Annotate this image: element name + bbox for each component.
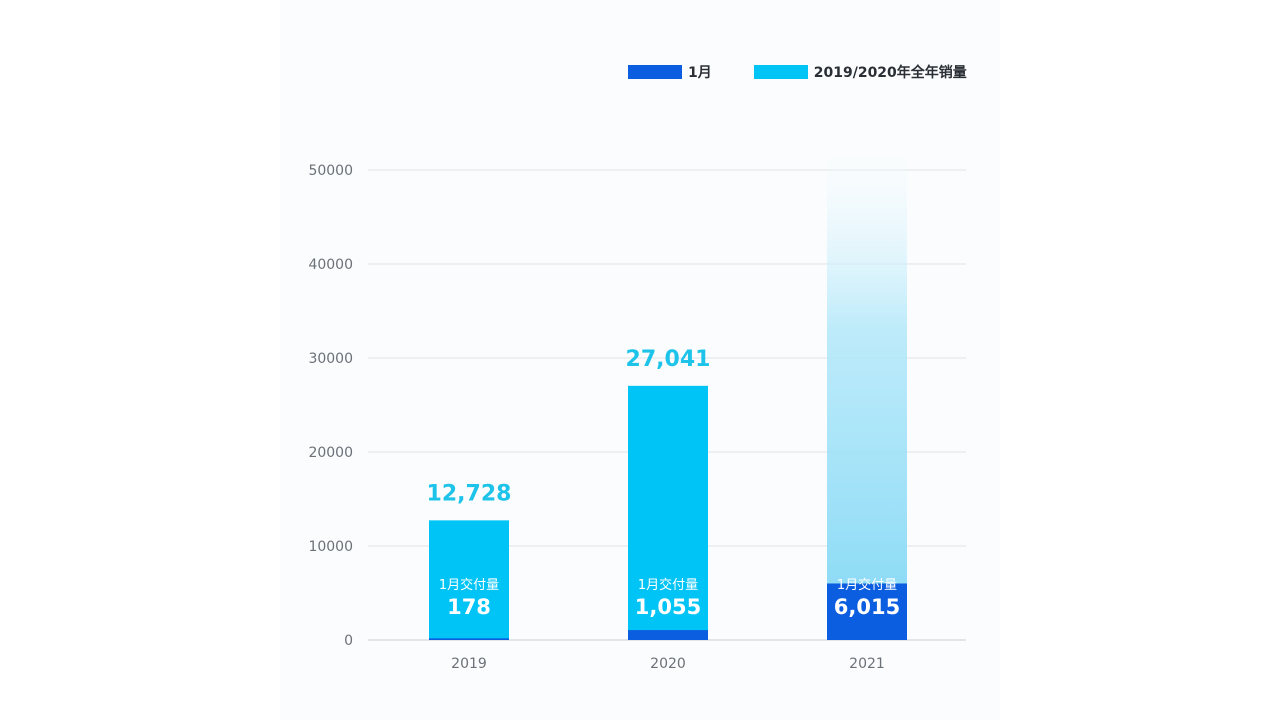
january-caption: 1月交付量 bbox=[638, 577, 698, 593]
legend-item-january: 1月 bbox=[628, 62, 712, 82]
bars bbox=[429, 118, 907, 640]
legend-swatch-annual bbox=[753, 65, 808, 79]
bar-annual bbox=[628, 385, 708, 640]
y-axis-ticks: 0 10000 20000 30000 40000 50000 bbox=[308, 163, 353, 649]
bar-january bbox=[429, 638, 509, 640]
bar-projection-2021 bbox=[827, 118, 907, 584]
bar-january bbox=[827, 583, 907, 640]
x-axis-ticks: 2019 2020 2021 bbox=[451, 656, 885, 672]
bar-annual bbox=[429, 520, 509, 640]
january-caption: 1月交付量 bbox=[439, 577, 499, 593]
legend-label-january: 1月 bbox=[688, 65, 712, 81]
bar-january bbox=[628, 630, 708, 640]
legend-swatch-january bbox=[628, 65, 682, 79]
x-tick-label: 2020 bbox=[650, 656, 686, 672]
y-tick-label: 40000 bbox=[308, 257, 353, 273]
annual-value-label: 27,041 bbox=[626, 347, 711, 372]
january-value-label: 1,055 bbox=[635, 595, 701, 619]
january-value-label: 178 bbox=[447, 595, 491, 619]
y-tick-label: 0 bbox=[344, 633, 353, 649]
january-value-label: 6,015 bbox=[834, 595, 900, 619]
x-tick-label: 2021 bbox=[849, 656, 885, 672]
y-tick-label: 50000 bbox=[308, 163, 353, 179]
data-labels: 12,728 1月交付量 178 27,041 1月交付量 1,055 1月交付量 6,015 bbox=[427, 347, 901, 619]
legend: 1月 2019/2020年全年销量 bbox=[628, 62, 967, 82]
legend-label-annual: 2019/2020年全年销量 bbox=[813, 65, 967, 81]
legend-item-annual: 2019/2020年全年销量 bbox=[753, 62, 967, 82]
january-caption: 1月交付量 bbox=[837, 577, 897, 593]
x-tick-label: 2019 bbox=[451, 656, 487, 672]
y-tick-label: 30000 bbox=[308, 351, 353, 367]
y-tick-label: 20000 bbox=[308, 445, 353, 461]
y-tick-label: 10000 bbox=[308, 539, 353, 555]
annual-value-label: 12,728 bbox=[427, 481, 512, 506]
